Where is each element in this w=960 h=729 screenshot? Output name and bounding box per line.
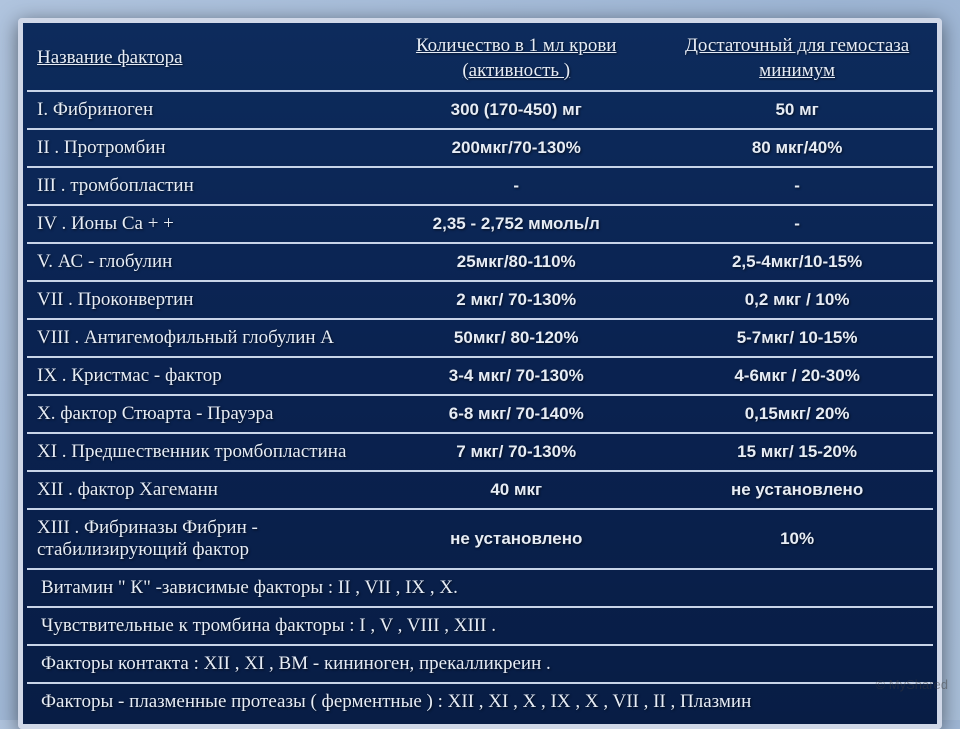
note-text: Факторы - плазменные протеазы ( ферментн… xyxy=(27,683,933,720)
table-row: XII . фактор Хагеманн40 мкгне установлен… xyxy=(27,471,933,509)
cell-factor-name: IV . Ионы Са + + xyxy=(27,205,371,243)
note-row: Чувствительные к тромбина факторы : I , … xyxy=(27,607,933,645)
watermark-text: © MyShared xyxy=(876,677,948,692)
cell-minimum: не установлено xyxy=(661,471,933,509)
table-row: X. фактор Стюарта - Прауэра6-8 мкг/ 70-1… xyxy=(27,395,933,433)
cell-minimum: 10% xyxy=(661,509,933,569)
table-row: VIII . Антигемофильный глобулин А50мкг/ … xyxy=(27,319,933,357)
note-row: Факторы контакта : XII , XI , ВМ - кинин… xyxy=(27,645,933,683)
table-row: III . тромбопластин-- xyxy=(27,167,933,205)
table-row: II . Протромбин200мкг/70-130%80 мкг/40% xyxy=(27,129,933,167)
note-row: Факторы - плазменные протеазы ( ферментн… xyxy=(27,683,933,720)
table-row: VII . Проконвертин2 мкг/ 70-130%0,2 мкг … xyxy=(27,281,933,319)
col-header-amount: Количество в 1 мл крови (активность ) xyxy=(371,27,661,91)
cell-amount: 300 (170-450) мг xyxy=(371,91,661,129)
cell-amount: 40 мкг xyxy=(371,471,661,509)
table-row: XIII . Фибриназы Фибрин - стабилизирующи… xyxy=(27,509,933,569)
table-row: XI . Предшественник тромбопластина7 мкг/… xyxy=(27,433,933,471)
cell-factor-name: V. АС - глобулин xyxy=(27,243,371,281)
cell-minimum: 2,5-4мкг/10-15% xyxy=(661,243,933,281)
cell-minimum: - xyxy=(661,167,933,205)
note-text: Факторы контакта : XII , XI , ВМ - кинин… xyxy=(27,645,933,683)
cell-factor-name: IX . Кристмас - фактор xyxy=(27,357,371,395)
cell-factor-name: VIII . Антигемофильный глобулин А xyxy=(27,319,371,357)
cell-factor-name: XI . Предшественник тромбопластина xyxy=(27,433,371,471)
table-row: V. АС - глобулин25мкг/80-110%2,5-4мкг/10… xyxy=(27,243,933,281)
cell-amount: 3-4 мкг/ 70-130% xyxy=(371,357,661,395)
cell-amount: - xyxy=(371,167,661,205)
cell-minimum: 5-7мкг/ 10-15% xyxy=(661,319,933,357)
factors-table: Название фактора Количество в 1 мл крови… xyxy=(27,27,933,720)
cell-factor-name: VII . Проконвертин xyxy=(27,281,371,319)
cell-factor-name: I. Фибриноген xyxy=(27,91,371,129)
cell-minimum: 0,2 мкг / 10% xyxy=(661,281,933,319)
table-row: IV . Ионы Са + +2,35 - 2,752 ммоль/л- xyxy=(27,205,933,243)
cell-amount: 6-8 мкг/ 70-140% xyxy=(371,395,661,433)
cell-amount: не установлено xyxy=(371,509,661,569)
cell-minimum: 50 мг xyxy=(661,91,933,129)
cell-factor-name: II . Протромбин xyxy=(27,129,371,167)
cell-factor-name: XIII . Фибриназы Фибрин - стабилизирующи… xyxy=(27,509,371,569)
cell-amount: 25мкг/80-110% xyxy=(371,243,661,281)
cell-amount: 200мкг/70-130% xyxy=(371,129,661,167)
note-text: Витамин " К" -зависимые факторы : II , V… xyxy=(27,569,933,607)
table-row: I. Фибриноген300 (170-450) мг50 мг xyxy=(27,91,933,129)
note-text: Чувствительные к тромбина факторы : I , … xyxy=(27,607,933,645)
cell-amount: 2,35 - 2,752 ммоль/л xyxy=(371,205,661,243)
cell-amount: 2 мкг/ 70-130% xyxy=(371,281,661,319)
table-card: Название фактора Количество в 1 мл крови… xyxy=(18,18,942,729)
cell-factor-name: X. фактор Стюарта - Прауэра xyxy=(27,395,371,433)
cell-factor-name: XII . фактор Хагеманн xyxy=(27,471,371,509)
col-header-min: Достаточный для гемостаза минимум xyxy=(661,27,933,91)
cell-factor-name: III . тромбопластин xyxy=(27,167,371,205)
note-row: Витамин " К" -зависимые факторы : II , V… xyxy=(27,569,933,607)
cell-minimum: 80 мкг/40% xyxy=(661,129,933,167)
cell-minimum: 4-6мкг / 20-30% xyxy=(661,357,933,395)
cell-amount: 7 мкг/ 70-130% xyxy=(371,433,661,471)
header-row: Название фактора Количество в 1 мл крови… xyxy=(27,27,933,91)
cell-minimum: 0,15мкг/ 20% xyxy=(661,395,933,433)
col-header-name: Название фактора xyxy=(27,27,371,91)
cell-minimum: 15 мкг/ 15-20% xyxy=(661,433,933,471)
cell-minimum: - xyxy=(661,205,933,243)
cell-amount: 50мкг/ 80-120% xyxy=(371,319,661,357)
table-row: IX . Кристмас - фактор3-4 мкг/ 70-130%4-… xyxy=(27,357,933,395)
